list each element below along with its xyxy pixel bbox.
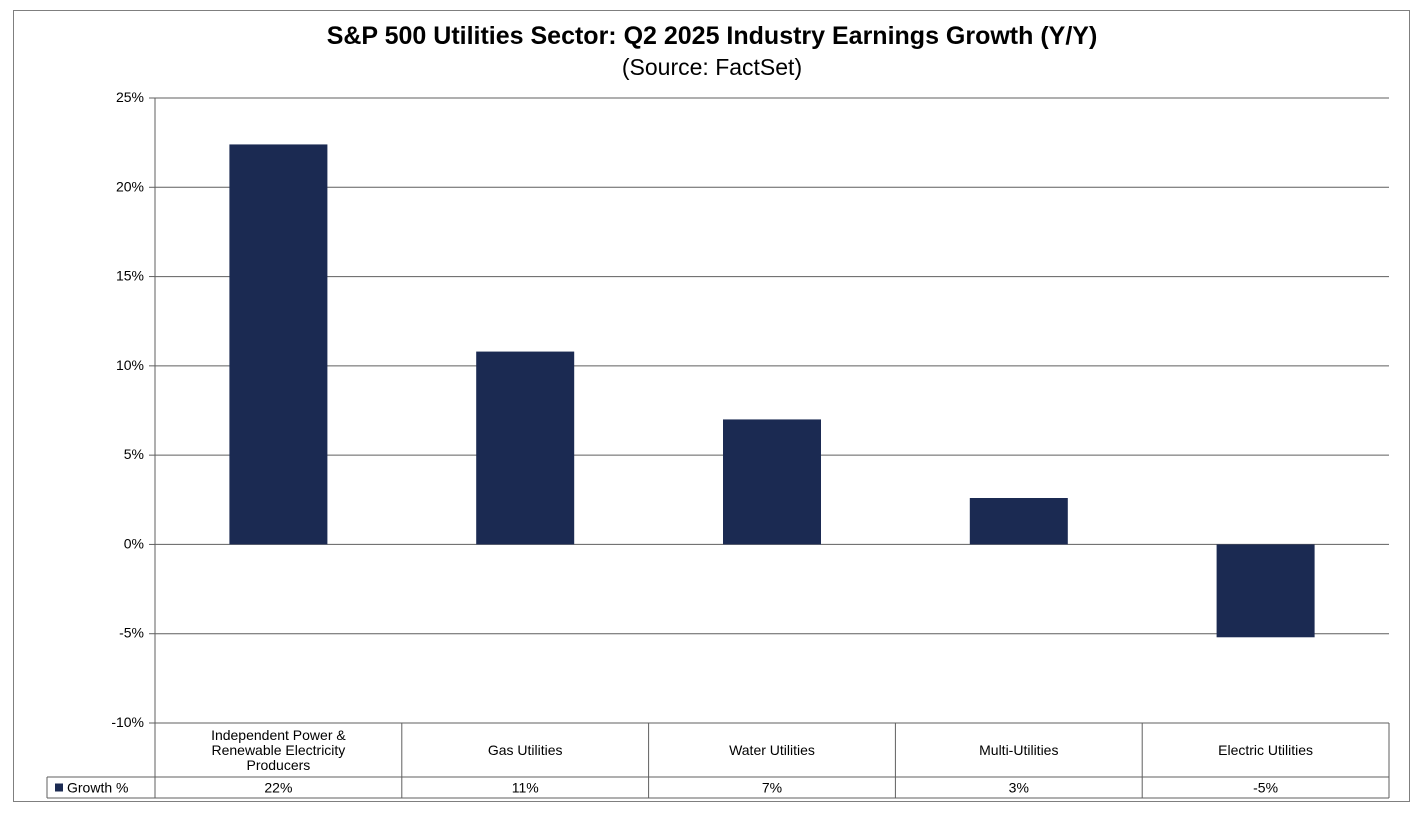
data-table: Independent Power &Renewable Electricity…: [46, 722, 1390, 799]
y-tick-label: 10%: [116, 357, 144, 373]
y-tick-label: -10%: [111, 714, 144, 730]
bar: [229, 144, 328, 545]
gridlines: [155, 97, 1389, 635]
data-label: 11%: [512, 780, 539, 796]
legend-key: [55, 783, 63, 792]
bar: [969, 498, 1068, 545]
bar-series: [229, 144, 1315, 638]
data-label: 22%: [264, 780, 292, 796]
bar: [476, 351, 575, 545]
chart-subtitle: (Source: FactSet): [622, 54, 802, 80]
data-label: -5%: [1253, 780, 1278, 796]
y-tick-label: 20%: [116, 178, 144, 194]
legend-label: Growth %: [67, 780, 128, 796]
bar: [1216, 544, 1315, 638]
y-tick-label: 25%: [116, 89, 144, 105]
chart-title: S&P 500 Utilities Sector: Q2 2025 Indust…: [327, 22, 1098, 50]
y-tick-label: 15%: [116, 268, 144, 284]
y-axis: 25% 20% 15% 10% 5% 0% -5% -10%: [111, 89, 156, 730]
category-label: Multi-Utilities: [979, 742, 1058, 758]
y-tick-label: 0%: [124, 535, 144, 551]
category-label: Independent Power &: [211, 727, 346, 743]
y-tick-label: -5%: [119, 625, 144, 641]
category-label: Water Utilities: [729, 742, 815, 758]
category-label: Electric Utilities: [1218, 742, 1313, 758]
category-label: Producers: [246, 757, 310, 773]
y-tick-label: 5%: [124, 446, 144, 462]
data-label: 7%: [762, 780, 782, 796]
category-label: Renewable Electricity: [211, 742, 345, 758]
bar: [723, 419, 821, 545]
data-label: 3%: [1009, 780, 1029, 796]
category-label: Gas Utilities: [488, 742, 563, 758]
